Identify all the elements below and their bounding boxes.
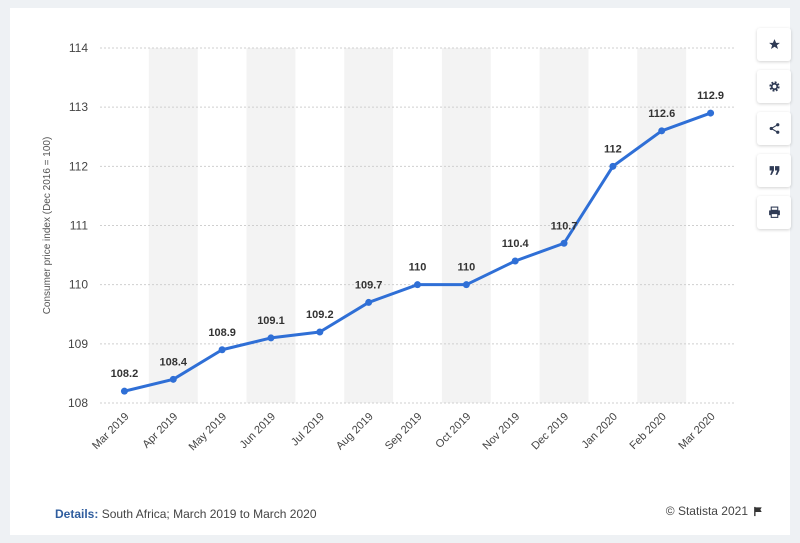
data-label: 112 bbox=[604, 143, 622, 155]
data-label: 110.7 bbox=[551, 220, 578, 232]
share-icon bbox=[769, 123, 779, 134]
data-point bbox=[511, 257, 519, 265]
print-button[interactable] bbox=[757, 196, 791, 229]
data-point bbox=[560, 239, 568, 247]
data-label: 112.6 bbox=[648, 108, 675, 120]
data-label: 108.2 bbox=[111, 368, 139, 380]
cite-button[interactable] bbox=[757, 154, 791, 187]
data-label: 110 bbox=[457, 262, 475, 274]
print-icon bbox=[768, 206, 780, 218]
data-point bbox=[120, 387, 128, 395]
y-tick-label: 110 bbox=[69, 278, 88, 292]
x-tick-label: Feb 2020 bbox=[627, 411, 668, 452]
data-point bbox=[707, 109, 715, 117]
chart-card: 108 109 110 111 112 113 114 Consumer price inde… bbox=[10, 8, 791, 535]
x-tick-label: Jul 2019 bbox=[289, 411, 327, 449]
data-label: 109.1 bbox=[257, 315, 285, 327]
series-line bbox=[124, 111, 712, 393]
gear-icon bbox=[768, 81, 780, 92]
flag-icon bbox=[754, 506, 762, 516]
data-point bbox=[609, 162, 617, 170]
y-tick-label: 113 bbox=[69, 100, 88, 114]
settings-button[interactable] bbox=[757, 70, 791, 103]
data-point bbox=[462, 281, 470, 289]
line-chart: 108 109 110 111 112 113 114 Consumer price inde… bbox=[42, 41, 735, 454]
column-band bbox=[246, 48, 296, 403]
share-button[interactable] bbox=[757, 112, 791, 145]
x-tick-label: Aug 2019 bbox=[334, 411, 376, 453]
details-label: Details: bbox=[55, 507, 99, 521]
y-tick-label: 109 bbox=[68, 337, 88, 351]
details-text: South Africa; March 2019 to March 2020 bbox=[101, 507, 317, 521]
x-tick-label: Oct 2019 bbox=[433, 411, 473, 451]
x-tick-label: Dec 2019 bbox=[529, 411, 571, 453]
x-tick-label: Jun 2019 bbox=[238, 411, 278, 451]
x-tick-label: Mar 2020 bbox=[676, 411, 717, 452]
y-tick-label: 108 bbox=[68, 396, 88, 410]
data-label: 108.9 bbox=[208, 327, 236, 339]
x-tick-label: May 2019 bbox=[187, 411, 230, 454]
star-icon bbox=[768, 39, 780, 49]
data-point bbox=[414, 281, 421, 289]
column-band bbox=[441, 48, 491, 403]
data-point bbox=[218, 346, 226, 354]
data-label: 109.2 bbox=[306, 309, 334, 321]
y-tick-label: 114 bbox=[69, 41, 88, 55]
data-point bbox=[658, 127, 666, 135]
x-tick-label: Sep 2019 bbox=[383, 411, 425, 453]
y-axis-title: Consumer price index (Dec 2016 = 100) bbox=[42, 137, 53, 315]
data-label: 110 bbox=[409, 262, 427, 274]
data-point bbox=[316, 328, 324, 336]
quote-icon bbox=[769, 166, 779, 175]
credit-text[interactable]: © Statista 2021 bbox=[665, 504, 748, 518]
y-tick-label: 111 bbox=[70, 219, 89, 233]
x-tick-label: Apr 2019 bbox=[140, 411, 180, 451]
data-point bbox=[365, 298, 373, 306]
data-point bbox=[267, 334, 275, 342]
data-label: 110.4 bbox=[502, 238, 530, 250]
x-tick-label: Nov 2019 bbox=[481, 411, 523, 453]
x-tick-label: Jan 2020 bbox=[580, 411, 620, 451]
x-tick-label: Mar 2019 bbox=[90, 411, 131, 452]
favorite-button[interactable] bbox=[757, 28, 791, 61]
data-point bbox=[169, 375, 177, 383]
data-label: 108.4 bbox=[160, 356, 188, 368]
details-note: Details: South Africa; March 2019 to Mar… bbox=[55, 507, 317, 521]
credit: © Statista 2021 bbox=[666, 504, 764, 518]
data-label: 109.7 bbox=[355, 279, 383, 291]
toolbar bbox=[757, 28, 791, 229]
y-tick-label: 112 bbox=[69, 159, 88, 173]
data-label: 112.9 bbox=[697, 90, 724, 102]
